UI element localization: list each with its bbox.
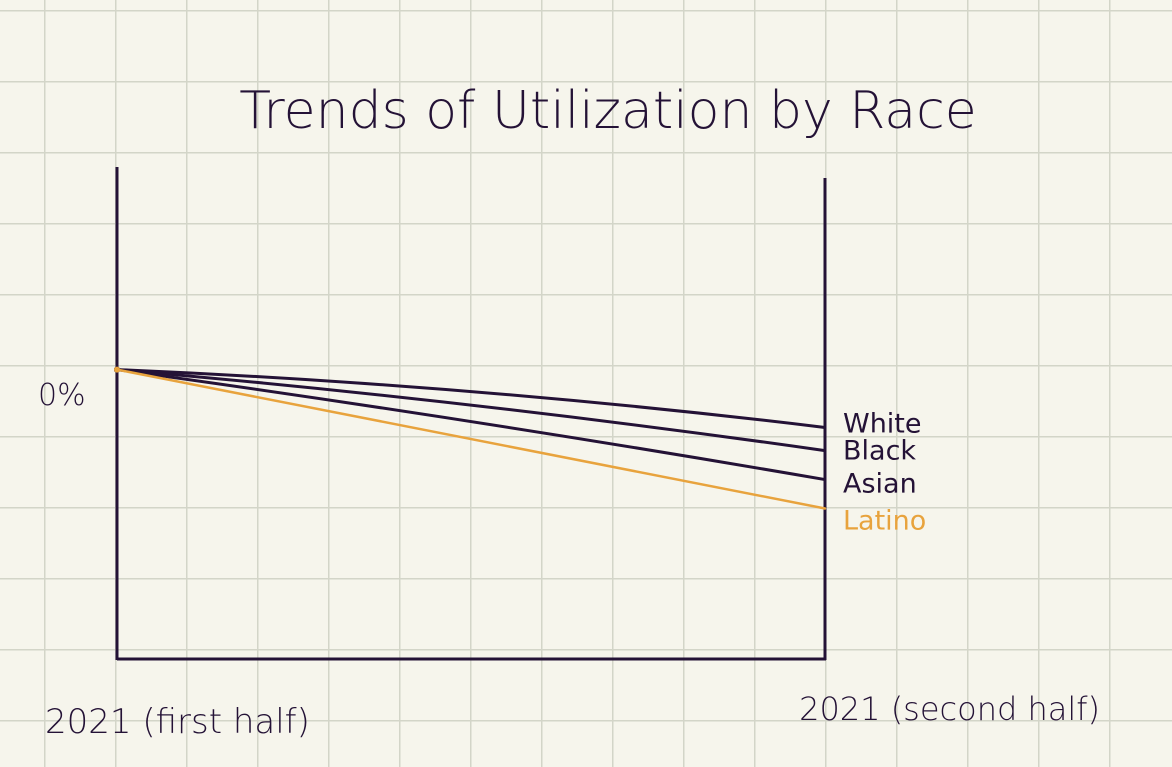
series-line-latino xyxy=(115,368,827,510)
axes xyxy=(115,167,827,661)
series-line-black xyxy=(115,368,827,453)
series-line-white xyxy=(115,368,827,429)
series-line-asian xyxy=(115,368,827,482)
series-label-black: Black xyxy=(843,436,916,467)
y-tick-label: 0% xyxy=(38,378,86,413)
series-label-latino: Latino xyxy=(843,506,926,537)
data-point-latino-0 xyxy=(114,366,120,373)
x-tick-label-first: 2021 (first half) xyxy=(45,702,310,742)
x-tick-label-second: 2021 (second half) xyxy=(799,690,1100,728)
chart-title: Trends of Utilization by Race xyxy=(239,81,976,141)
series-label-white: White xyxy=(843,408,922,439)
series-label-asian: Asian xyxy=(843,469,917,500)
